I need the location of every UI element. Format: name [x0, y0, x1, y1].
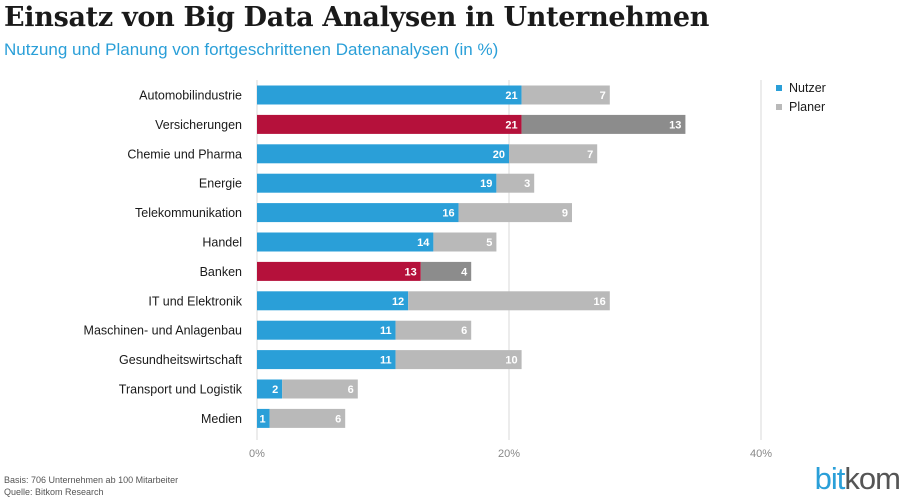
bar-planer: [282, 379, 358, 399]
bar-nutzer: [257, 408, 270, 428]
bar-label-planer: 9: [562, 208, 568, 220]
bar-label-planer: 7: [600, 90, 606, 102]
bar-label-nutzer: 19: [480, 178, 492, 190]
bar-label-nutzer: 16: [442, 208, 454, 220]
bar-planer: [458, 203, 572, 223]
bar-label-nutzer: 11: [380, 355, 392, 367]
bar-nutzer: [257, 320, 396, 340]
bar-nutzer: [257, 261, 421, 281]
bar-label-nutzer: 21: [505, 90, 517, 102]
bar-label-planer: 16: [594, 296, 606, 308]
category-label: Energie: [199, 177, 242, 191]
bar-label-planer: 6: [335, 413, 341, 425]
bar-nutzer: [257, 203, 459, 223]
category-label: Medien: [201, 412, 242, 426]
bar-planer: [395, 320, 472, 340]
legend-label: Nutzer: [789, 81, 826, 95]
x-tick-label: 20%: [498, 448, 520, 460]
bitkom-logo: bitkom: [814, 461, 901, 496]
category-label: Gesundheitswirtschaft: [119, 353, 243, 367]
chart-subtitle: Nutzung und Planung von fortgeschrittene…: [4, 40, 499, 59]
bar-planer: [395, 350, 522, 370]
x-tick-label: 40%: [750, 448, 772, 460]
category-label: IT und Elektronik: [148, 294, 242, 308]
bar-label-planer: 3: [524, 178, 530, 190]
bar-label-planer: 6: [461, 325, 467, 337]
x-tick-label: 0%: [249, 448, 265, 460]
bar-nutzer: [257, 85, 522, 105]
bar-label-nutzer: 21: [505, 119, 517, 131]
category-label: Handel: [202, 236, 242, 250]
bar-label-planer: 6: [348, 384, 354, 396]
bar-planer: [269, 408, 346, 428]
bar-nutzer: [257, 350, 396, 370]
bar-nutzer: [257, 379, 283, 399]
chart-title: Einsatz von Big Data Analysen in Unterne…: [4, 2, 710, 33]
category-label: Telekommunikation: [135, 206, 242, 220]
bar-nutzer: [257, 232, 434, 252]
bar-label-nutzer: 20: [493, 149, 505, 161]
category-label: Banken: [200, 265, 242, 279]
category-label: Automobilindustrie: [139, 89, 242, 103]
category-label: Chemie und Pharma: [127, 147, 242, 161]
bar-planer: [521, 114, 686, 134]
bar-planer: [408, 291, 610, 311]
bar-nutzer: [257, 291, 409, 311]
legend-swatch: [776, 104, 782, 110]
bar-planer: [509, 144, 598, 164]
bar-label-nutzer: 11: [380, 325, 392, 337]
bar-label-planer: 4: [461, 266, 468, 278]
bar-label-planer: 5: [486, 237, 492, 249]
bar-label-nutzer: 1: [259, 413, 265, 425]
bar-label-nutzer: 12: [392, 296, 404, 308]
legend-label: Planer: [789, 100, 825, 114]
bar-planer: [521, 85, 610, 105]
bar-label-nutzer: 2: [272, 384, 278, 396]
legend-swatch: [776, 85, 782, 91]
footnote-basis: Basis: 706 Unternehmen ab 100 Mitarbeite…: [4, 475, 179, 485]
footnote-source: Quelle: Bitkom Research: [4, 487, 104, 497]
bar-planer: [433, 232, 497, 252]
bar-planer: [420, 261, 472, 281]
category-label: Maschinen- und Anlagenbau: [84, 324, 243, 338]
bar-label-nutzer: 13: [405, 266, 417, 278]
category-label: Transport und Logistik: [119, 383, 243, 397]
bar-planer: [496, 173, 535, 193]
bar-label-planer: 10: [505, 355, 517, 367]
bar-nutzer: [257, 114, 522, 134]
bar-label-nutzer: 14: [417, 237, 430, 249]
bar-nutzer: [257, 173, 497, 193]
category-label: Versicherungen: [155, 118, 242, 132]
bar-label-planer: 7: [587, 149, 593, 161]
bar-nutzer: [257, 144, 509, 164]
bar-label-planer: 13: [669, 119, 681, 131]
